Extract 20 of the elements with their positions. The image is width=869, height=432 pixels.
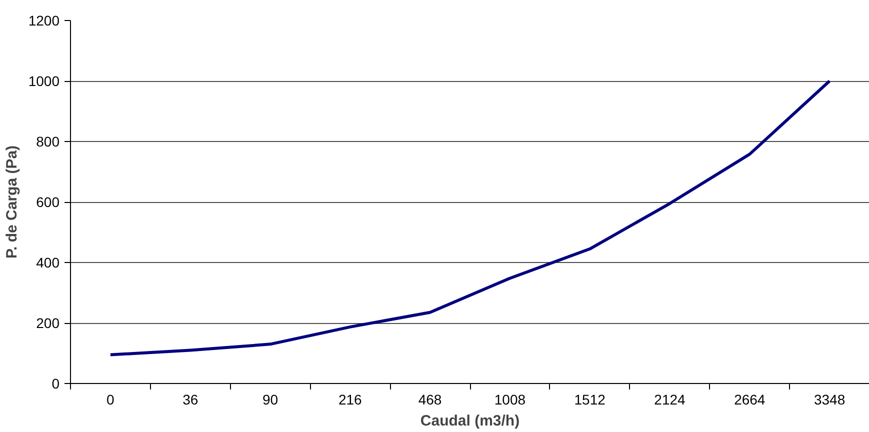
x-tick-label: 36 (182, 392, 198, 408)
line-series (108, 80, 832, 356)
x-tick-label: 90 (262, 392, 278, 408)
y-axis-title: P. de Carga (Pa) (3, 145, 20, 259)
x-tick-label: 3348 (814, 392, 846, 408)
x-tick-label: 1512 (574, 392, 606, 408)
x-tick-label: 468 (418, 392, 442, 408)
y-tick-label: 200 (36, 315, 60, 331)
y-tick-label: 1000 (28, 73, 60, 89)
x-tick-label: 2124 (654, 392, 686, 408)
y-tick-label: 1200 (28, 12, 60, 28)
x-tick-label: 0 (106, 392, 115, 408)
y-tick-label: 400 (36, 254, 60, 270)
y-tick-label: 600 (36, 194, 60, 210)
x-tick-label: 216 (338, 392, 362, 408)
x-tick-label: 1008 (494, 392, 526, 408)
y-tick-label: 800 (36, 134, 60, 150)
x-tick-label: 2664 (734, 392, 766, 408)
y-tick-label: 0 (52, 376, 60, 392)
x-axis-title: Caudal (m3/h) (420, 412, 520, 430)
